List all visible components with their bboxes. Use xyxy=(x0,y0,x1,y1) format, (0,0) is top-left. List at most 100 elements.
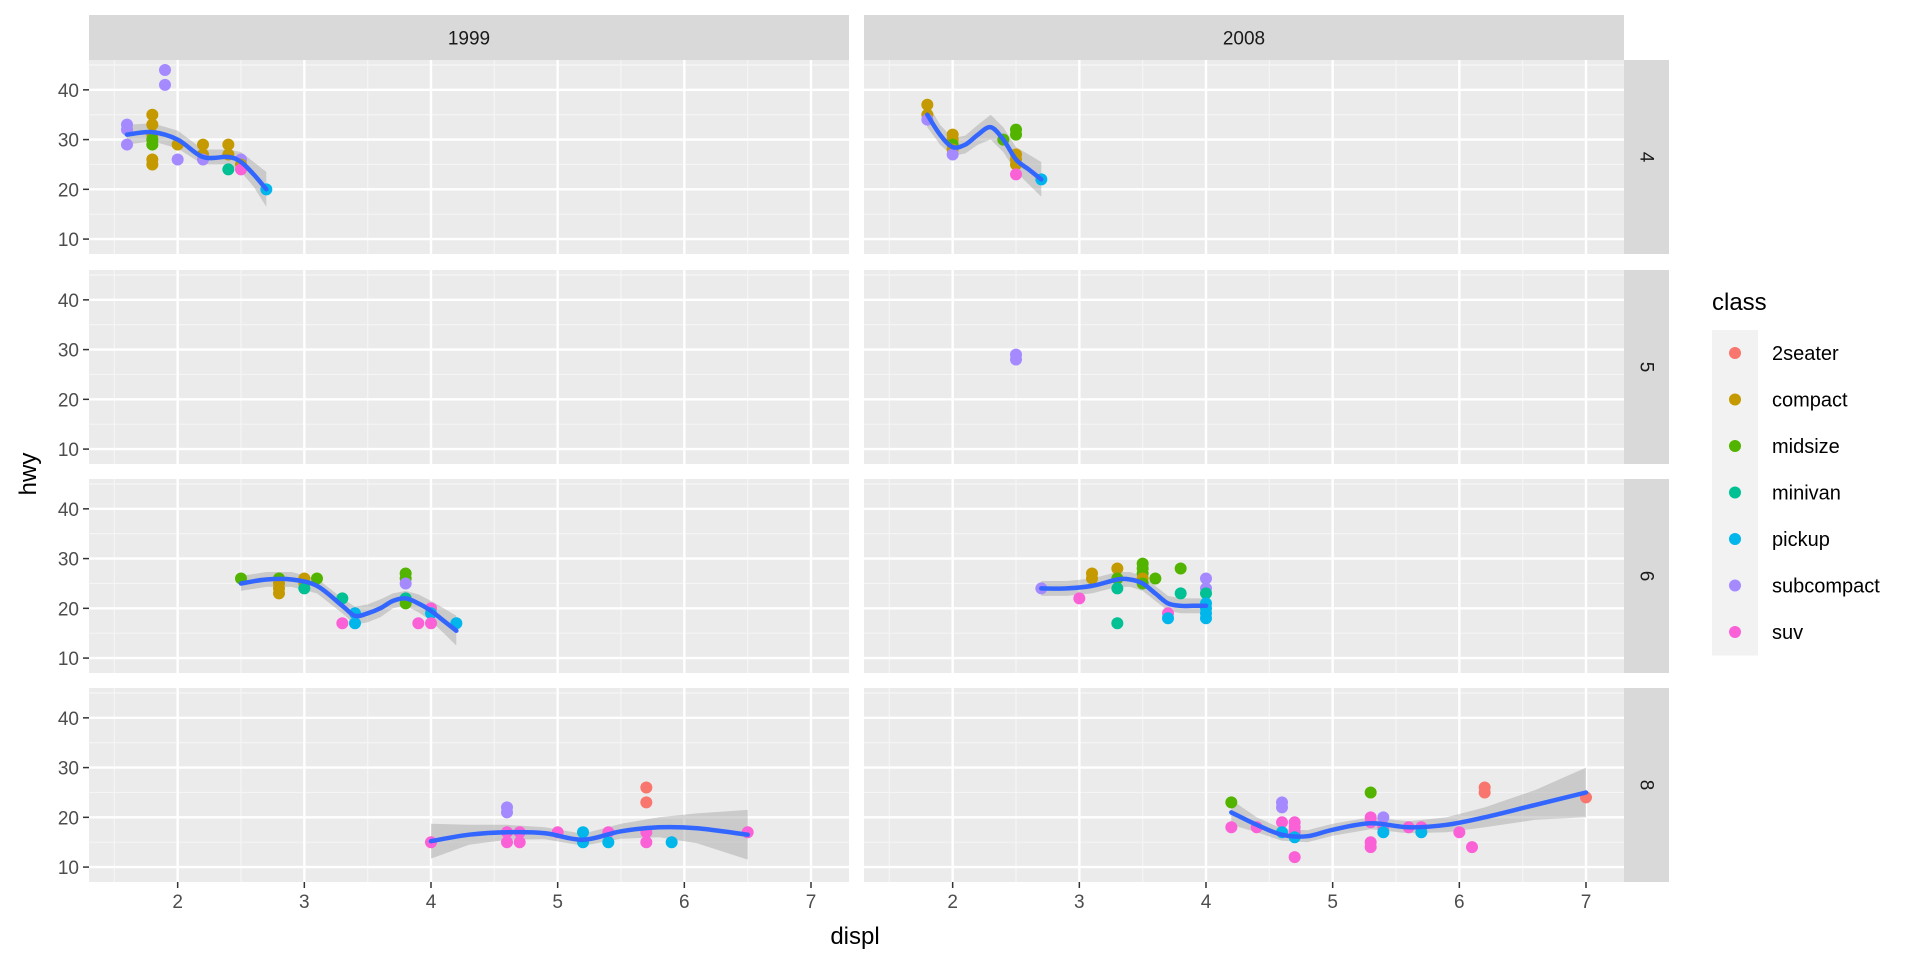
data-point-subcompact xyxy=(1200,572,1212,585)
data-point-compact xyxy=(146,108,159,121)
y-tick-label: 20 xyxy=(58,180,79,201)
y-tick-label: 40 xyxy=(58,500,79,521)
data-point-compact xyxy=(921,98,934,111)
smooth-line xyxy=(428,824,750,844)
data-point-midsize xyxy=(311,572,323,585)
x-tick-label: 7 xyxy=(1581,892,1592,913)
smooth-confidence-band xyxy=(431,809,748,860)
data-point-minivan xyxy=(1111,617,1124,630)
data-point-pickup xyxy=(349,617,361,630)
legend-label: suv xyxy=(1772,622,1803,644)
data-point-suv xyxy=(1276,816,1288,829)
data-point-compact xyxy=(1111,562,1124,575)
data-point-suv xyxy=(336,617,349,630)
legend-key-pickup xyxy=(1729,533,1741,545)
data-point-subcompact xyxy=(171,153,184,166)
y-tick-label: 20 xyxy=(58,599,79,620)
data-point-suv xyxy=(513,836,526,849)
data-point-pickup xyxy=(602,836,615,849)
legend-label: subcompact xyxy=(1772,576,1880,598)
legend-label: pickup xyxy=(1772,529,1830,551)
x-tick-label: 3 xyxy=(299,892,310,913)
y-tick-label: 30 xyxy=(58,341,79,362)
y-tick-label: 40 xyxy=(58,709,79,730)
x-tick-label: 5 xyxy=(552,892,563,913)
smooth-line xyxy=(1229,790,1589,839)
data-point-compact xyxy=(222,138,235,151)
data-point-pickup xyxy=(665,836,678,849)
y-axis-title: hwy xyxy=(15,453,42,496)
facet-strip-label: 6 xyxy=(1636,571,1657,582)
data-point-suv xyxy=(501,836,513,849)
smooth-line xyxy=(925,112,1044,182)
x-tick-label: 3 xyxy=(1074,892,1085,913)
data-point-compact xyxy=(146,118,159,131)
data-point-subcompact xyxy=(399,577,412,590)
facet-strip-label: 8 xyxy=(1636,780,1657,791)
y-tick-label: 10 xyxy=(58,649,79,670)
facet-strip-label: 1999 xyxy=(448,29,490,50)
data-point-midsize xyxy=(1010,128,1022,141)
data-point-minivan xyxy=(1111,582,1124,595)
x-tick-label: 2 xyxy=(947,892,958,913)
data-point-compact xyxy=(197,138,209,151)
panel-background xyxy=(89,479,849,673)
data-point-suv xyxy=(412,617,425,630)
y-tick-label: 10 xyxy=(58,230,79,251)
legend-key-midsize xyxy=(1729,440,1741,452)
data-point-pickup xyxy=(1162,612,1174,625)
panel-background xyxy=(864,60,1624,254)
facet-strip-label: 4 xyxy=(1636,152,1657,163)
data-point-suv xyxy=(1453,826,1466,839)
data-point-midsize xyxy=(1225,796,1238,809)
data-point-2seater xyxy=(640,796,653,809)
data-point-minivan xyxy=(1200,587,1212,600)
legend-label: midsize xyxy=(1772,436,1840,458)
data-point-suv xyxy=(1010,168,1022,181)
panel-background xyxy=(864,270,1624,464)
x-tick-label: 7 xyxy=(806,892,817,913)
data-point-suv xyxy=(640,836,653,849)
legend-title: class xyxy=(1712,289,1767,316)
data-point-2seater xyxy=(640,781,653,794)
y-tick-label: 30 xyxy=(58,759,79,780)
smooth-confidence-band xyxy=(1231,767,1586,843)
data-point-midsize xyxy=(1364,786,1377,799)
y-tick-label: 10 xyxy=(58,440,79,461)
legend-label: compact xyxy=(1772,390,1848,412)
x-tick-label: 6 xyxy=(679,892,690,913)
data-point-subcompact xyxy=(946,148,959,161)
panel-background xyxy=(89,688,849,882)
data-point-compact xyxy=(1086,572,1098,585)
facet-strip-top xyxy=(89,15,849,60)
data-point-suv xyxy=(1073,592,1086,605)
data-point-suv xyxy=(425,617,437,630)
data-point-subcompact xyxy=(501,806,513,819)
legend-key-suv xyxy=(1729,626,1741,638)
data-point-subcompact xyxy=(159,78,171,91)
data-point-subcompact xyxy=(121,138,133,151)
data-point-pickup xyxy=(1377,826,1390,839)
data-point-suv xyxy=(1288,851,1301,864)
facet-strip-right xyxy=(1624,270,1669,464)
x-tick-label: 5 xyxy=(1327,892,1338,913)
y-tick-label: 40 xyxy=(58,81,79,102)
data-point-midsize xyxy=(1149,572,1162,585)
y-tick-label: 30 xyxy=(58,131,79,152)
panel-background xyxy=(864,479,1624,673)
data-point-compact xyxy=(273,587,285,600)
data-point-subcompact xyxy=(159,63,171,76)
data-point-subcompact xyxy=(1276,801,1288,814)
legend-key-compact xyxy=(1729,393,1741,406)
facet-strip-right xyxy=(1624,688,1669,882)
data-point-minivan xyxy=(298,582,311,595)
data-point-pickup xyxy=(577,826,589,839)
panel-background xyxy=(89,270,849,464)
data-point-midsize xyxy=(1174,562,1187,575)
legend-key-2seater xyxy=(1729,347,1741,359)
data-point-pickup xyxy=(1200,612,1212,625)
y-tick-label: 20 xyxy=(58,808,79,829)
data-point-suv xyxy=(1225,821,1238,834)
